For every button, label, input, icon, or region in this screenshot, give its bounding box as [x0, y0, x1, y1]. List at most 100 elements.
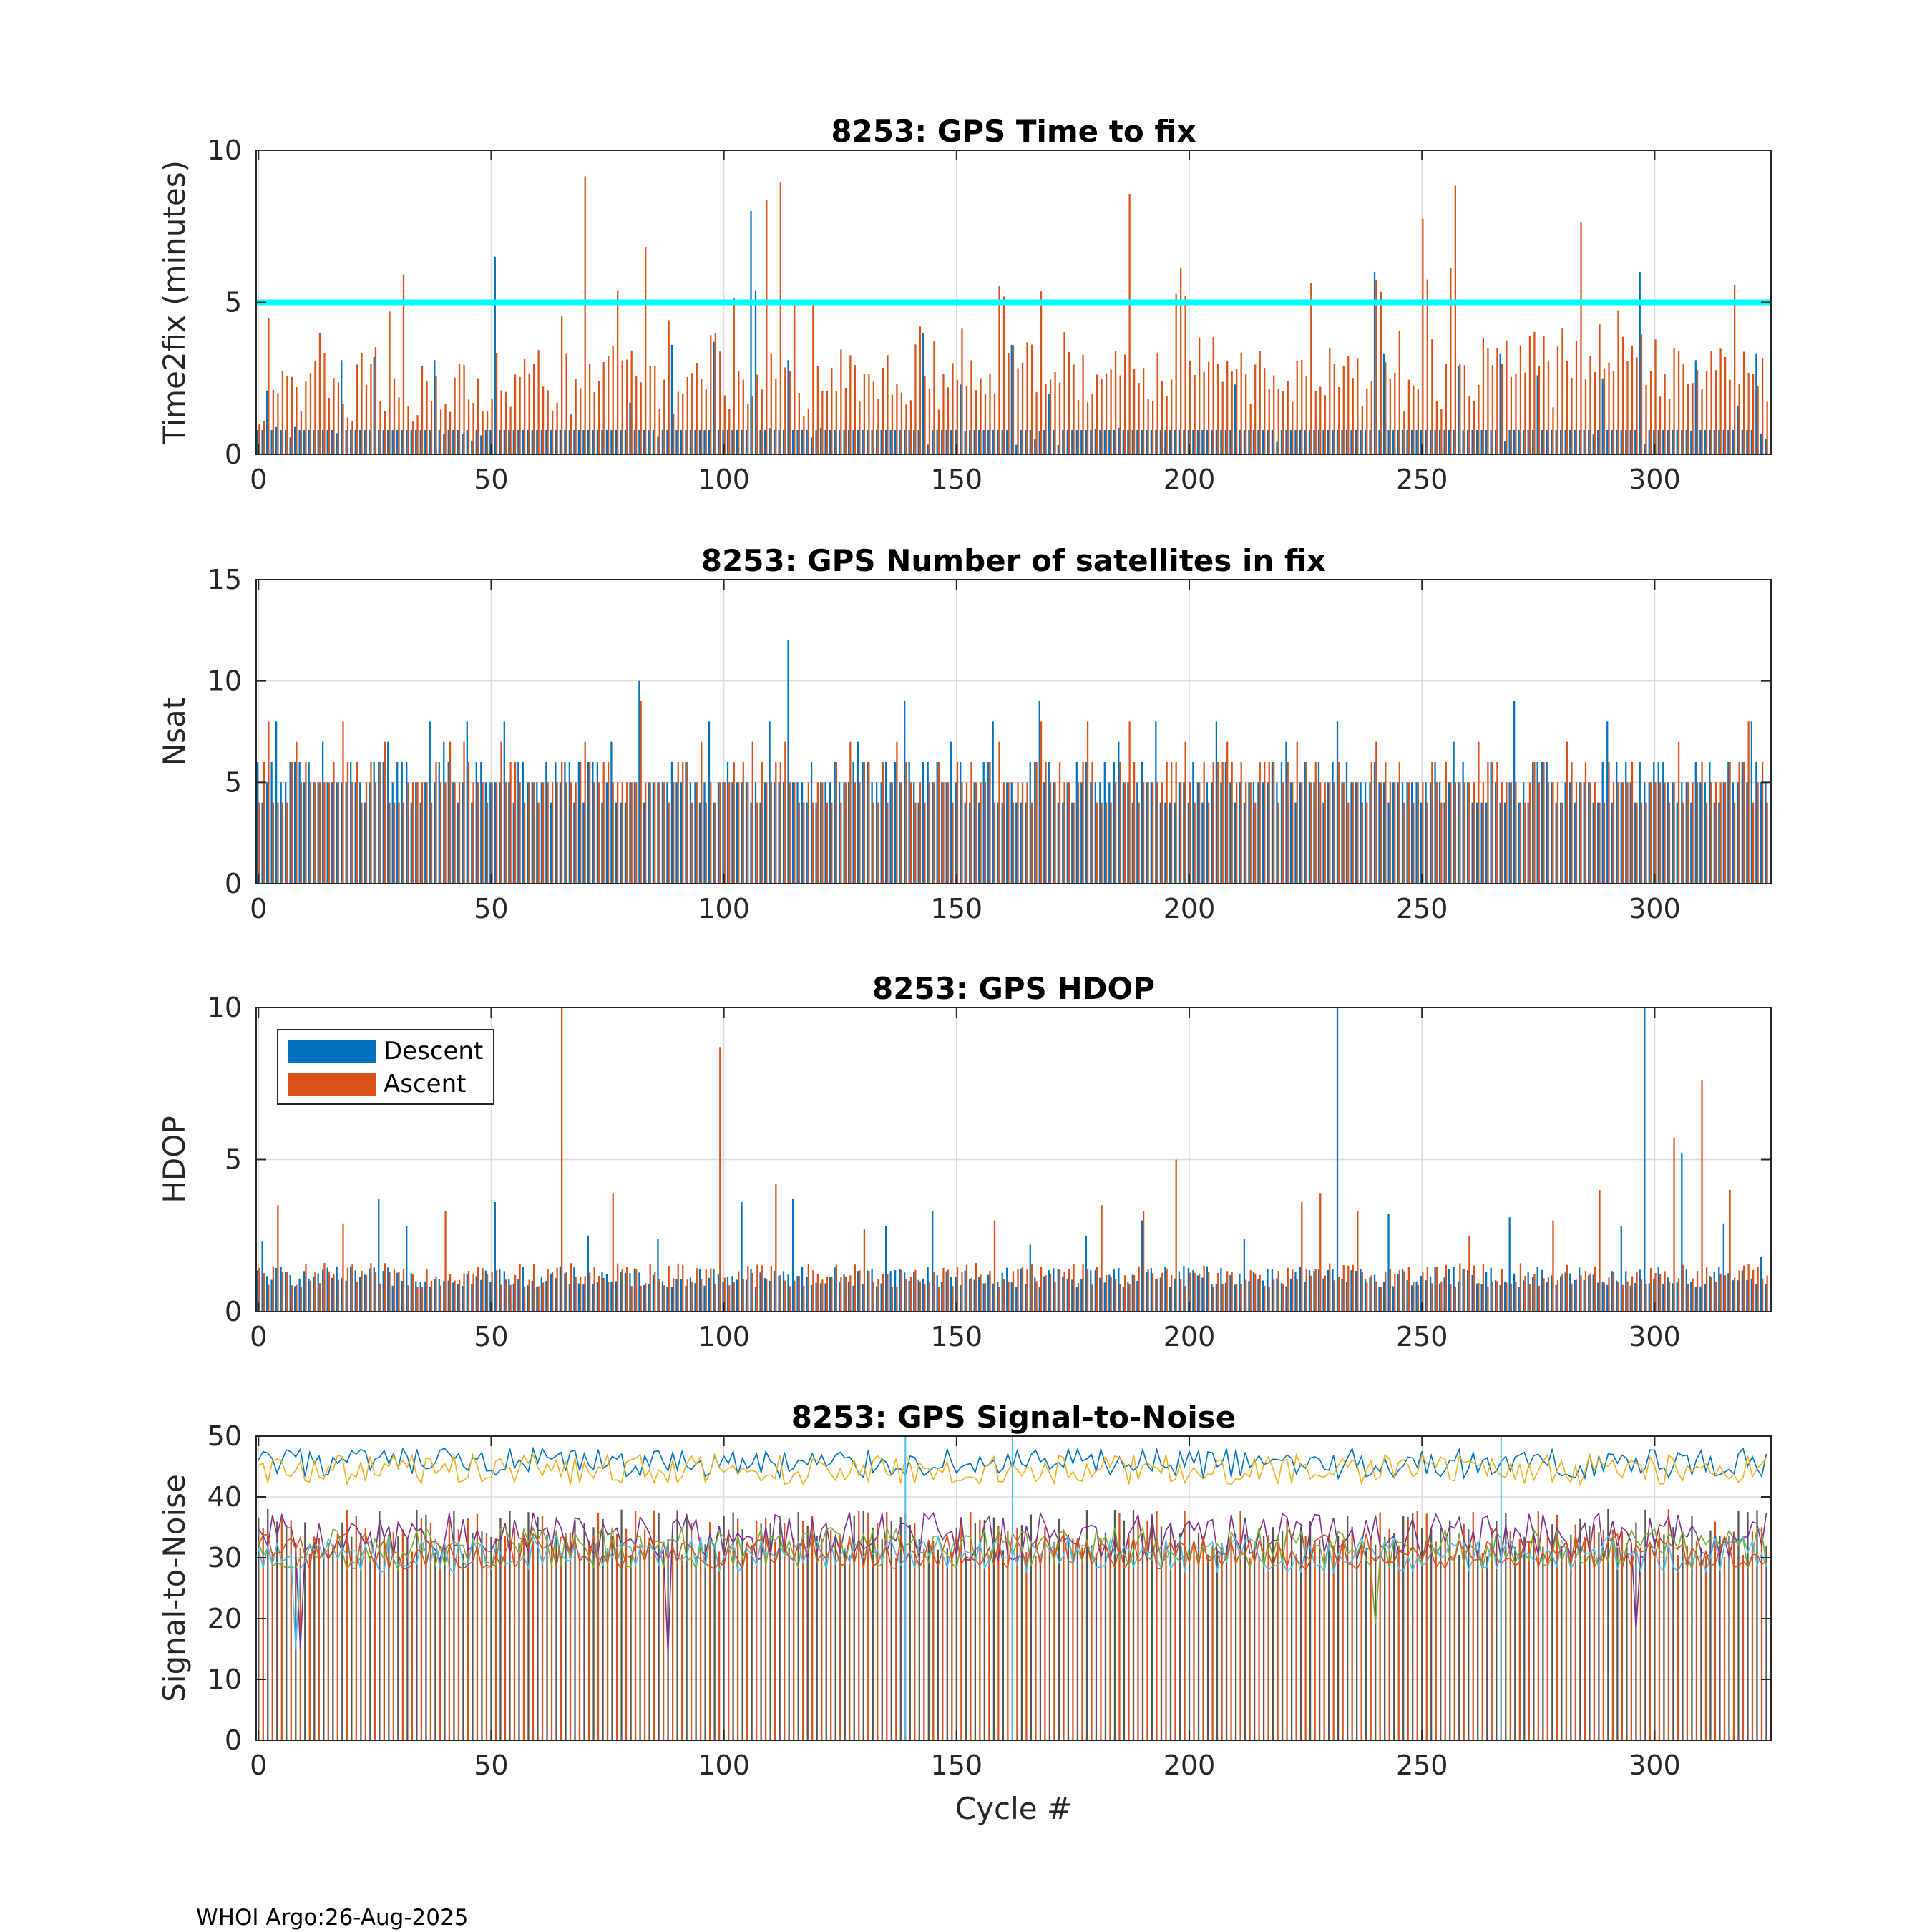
ascent-bar — [1105, 802, 1108, 884]
descent-bar — [904, 701, 906, 884]
descent-bar — [745, 782, 748, 884]
descent-bar — [1620, 430, 1622, 454]
snr-bar — [1337, 1536, 1340, 1740]
descent-bar — [522, 430, 524, 454]
descent-bar — [1169, 802, 1171, 884]
descent-bar — [447, 430, 449, 454]
snr-bar — [1290, 1536, 1293, 1740]
ascent-bar — [1245, 374, 1247, 454]
ascent-bar — [486, 1274, 489, 1312]
descent-bar — [1420, 430, 1423, 454]
ascent-bar — [454, 377, 456, 454]
snr-bar — [1421, 1528, 1423, 1740]
ascent-bar — [673, 413, 675, 454]
ascent-bar — [439, 1285, 442, 1312]
ascent-bar — [430, 1280, 433, 1312]
ascent-bar — [1105, 1275, 1108, 1312]
snr-bar — [1649, 1545, 1652, 1740]
descent-bar — [545, 430, 547, 454]
descent-bar — [1146, 782, 1148, 884]
ascent-bar — [1110, 1277, 1112, 1312]
descent-bar — [1262, 430, 1264, 454]
descent-bar — [1401, 782, 1404, 884]
descent-bar — [1448, 782, 1450, 884]
descent-bar — [908, 762, 910, 884]
ascent-bar — [705, 389, 707, 454]
descent-bar — [1438, 782, 1441, 884]
descent-bar — [1164, 430, 1166, 454]
descent-bar — [1010, 782, 1013, 884]
ascent-bar — [1752, 802, 1755, 884]
descent-bar — [1206, 430, 1209, 454]
ascent-bar — [947, 387, 950, 454]
ascent-bar — [1515, 373, 1517, 454]
ascent-bar — [379, 762, 381, 884]
descent-bar — [1164, 802, 1166, 884]
descent-bar — [350, 762, 352, 884]
descent-bar — [555, 762, 557, 884]
ascent-bar — [482, 782, 484, 884]
descent-bar — [1727, 1273, 1729, 1312]
descent-bar — [359, 430, 361, 454]
descent-bar — [1080, 782, 1083, 884]
ascent-bar — [882, 1274, 884, 1312]
ascent-bar — [751, 396, 753, 454]
x-tick-label: 150 — [931, 1321, 983, 1352]
ascent-bar — [887, 802, 889, 884]
descent-bar — [517, 1279, 519, 1312]
ascent-bar — [849, 1275, 852, 1312]
descent-bar — [494, 1202, 496, 1312]
ascent-bar — [1385, 762, 1387, 884]
descent-bar — [1699, 430, 1702, 454]
ascent-bar — [561, 316, 563, 454]
descent-bar — [1034, 439, 1036, 454]
descent-bar — [494, 256, 496, 454]
ascent-bar — [1101, 1205, 1103, 1312]
descent-bar — [1085, 430, 1087, 454]
ascent-bar — [1649, 1268, 1652, 1312]
ascent-bar — [691, 1282, 693, 1312]
descent-bar — [624, 430, 627, 454]
ascent-bar — [803, 416, 805, 454]
snr-bar — [1206, 1554, 1209, 1740]
ascent-bar — [612, 346, 614, 454]
ascent-bar — [1277, 388, 1279, 454]
ascent-bar — [416, 782, 419, 884]
descent-bar — [1457, 782, 1460, 884]
descent-bar — [1527, 802, 1529, 884]
descent-bar — [1648, 1283, 1650, 1312]
y-tick-label: 30 — [208, 1542, 242, 1574]
ascent-bar — [1682, 364, 1684, 454]
snr-bar — [1067, 1534, 1070, 1740]
ascent-bar — [1310, 1275, 1312, 1312]
descent-bar — [1090, 430, 1092, 454]
descent-bar — [568, 1284, 571, 1312]
snr-bar — [937, 1549, 939, 1740]
ascent-bar — [673, 1278, 675, 1312]
x-tick-label: 300 — [1629, 1750, 1681, 1781]
snr-bar — [1407, 1516, 1409, 1740]
ascent-bar — [617, 290, 619, 454]
snr-bar — [1169, 1525, 1172, 1740]
descent-bar — [997, 802, 999, 884]
descent-bar — [559, 1266, 562, 1312]
descent-bar — [657, 782, 659, 884]
descent-bar — [754, 1287, 757, 1312]
descent-bar — [1760, 1257, 1762, 1312]
ascent-bar — [640, 1285, 642, 1312]
ascent-bar — [342, 1223, 344, 1312]
ascent-bar — [1603, 368, 1606, 454]
ascent-bar — [1519, 802, 1522, 884]
snr-bar — [1146, 1520, 1148, 1740]
ascent-bar — [640, 382, 642, 454]
ascent-bar — [291, 1285, 293, 1312]
ascent-bar — [1208, 1272, 1210, 1312]
descent-bar — [945, 1271, 947, 1312]
ascent-bar — [1547, 360, 1550, 454]
descent-bar — [941, 430, 943, 454]
snr-bar — [1551, 1524, 1553, 1740]
ascent-bar — [356, 762, 358, 884]
descent-bar — [1471, 1274, 1473, 1312]
ascent-bar — [617, 1263, 619, 1312]
ascent-bar — [435, 376, 437, 454]
